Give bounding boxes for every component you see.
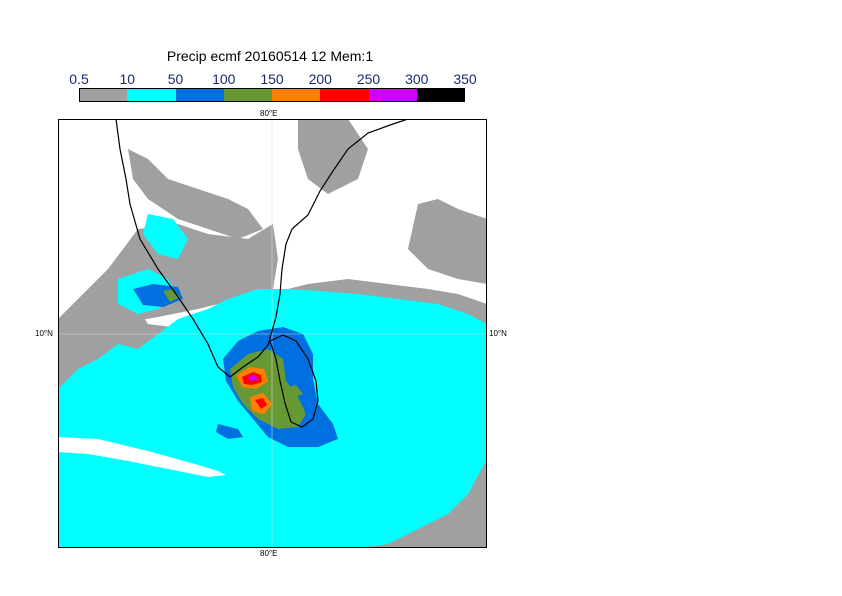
colorbar-tick-label: 100	[212, 71, 236, 87]
map-frame	[58, 119, 487, 548]
precip-map	[58, 119, 487, 548]
colorbar-tick-label: 150	[260, 71, 284, 87]
dry-patch-overlay	[58, 437, 226, 477]
colorbar-tick-label: 10	[119, 71, 136, 87]
colorbar-swatch	[416, 88, 465, 102]
colorbar-swatch	[272, 88, 321, 102]
top-longitude-label: 80°E	[260, 109, 278, 118]
right-latitude-label: 10°N	[489, 329, 507, 338]
left-latitude-label: 10°N	[35, 329, 53, 338]
colorbar-swatch	[127, 88, 176, 102]
coastline	[115, 119, 409, 428]
colorbar-tick-label: 50	[167, 71, 184, 87]
precip-band-250-300	[248, 375, 258, 381]
map-title: Precip ecmf 20160514 12 Mem:1	[166, 48, 374, 64]
colorbar-swatch	[368, 88, 417, 102]
bottom-longitude-label: 80°E	[260, 549, 278, 558]
colorbar-swatch	[320, 88, 369, 102]
colorbar-swatch	[79, 88, 128, 102]
colorbar-tick-label: 200	[308, 71, 332, 87]
colorbar-tick-label: 0.5	[69, 71, 89, 87]
colorbar-tick-label: 350	[453, 71, 477, 87]
precip-colorbar: 0.5 10 50 100 150 200 250 300 350	[0, 0, 842, 110]
colorbar-tick-label: 300	[405, 71, 429, 87]
graticule	[58, 119, 487, 548]
colorbar-swatch	[175, 88, 224, 102]
colorbar-tick-label: 250	[356, 71, 381, 87]
colorbar-swatch	[223, 88, 272, 102]
